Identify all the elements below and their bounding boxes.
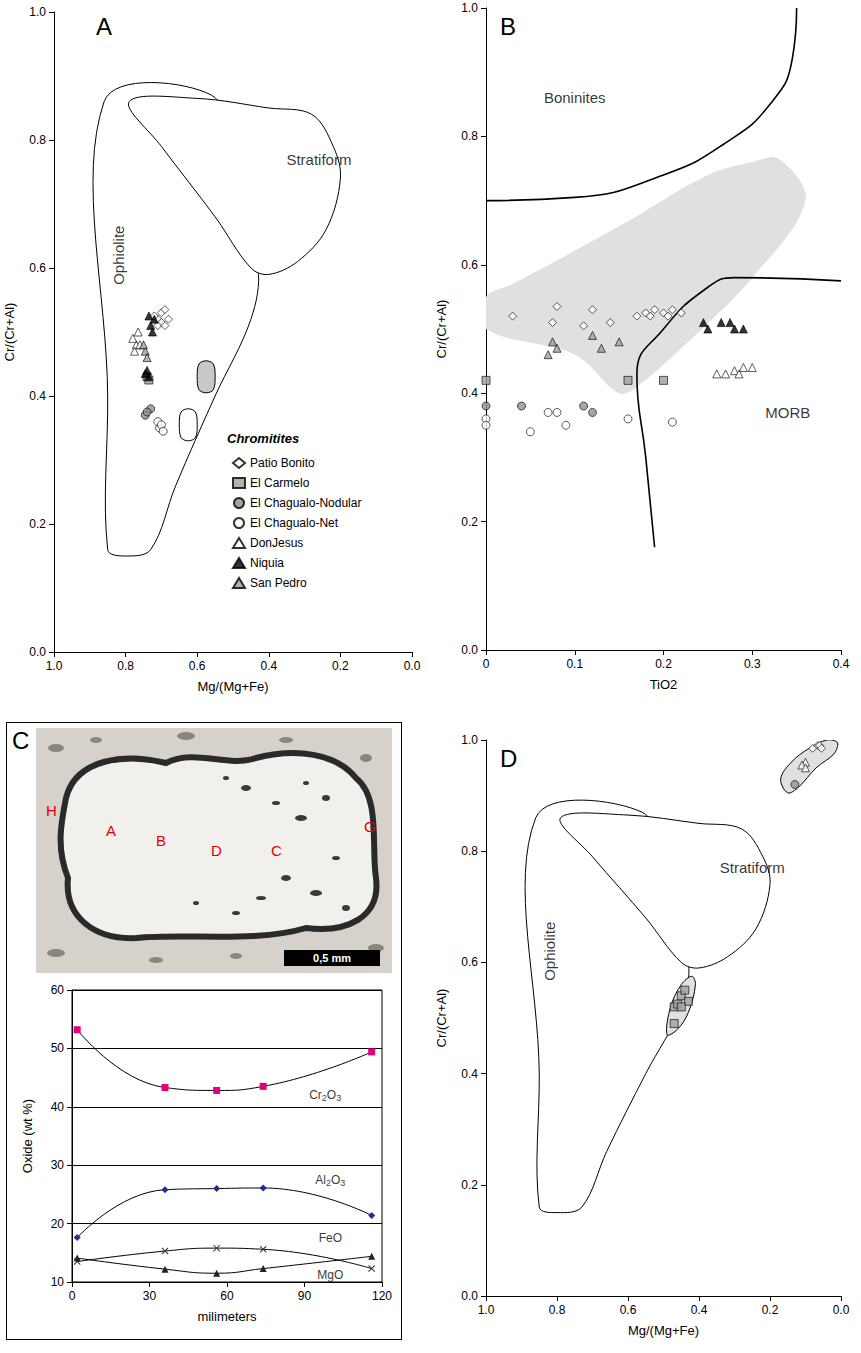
- svg-text:Mg/(Mg+Fe): Mg/(Mg+Fe): [197, 679, 268, 694]
- svg-text:1.0: 1.0: [461, 733, 478, 747]
- svg-text:Niquia: Niquia: [250, 556, 284, 570]
- svg-text:O: O: [327, 1088, 336, 1102]
- svg-text:Ophiolite: Ophiolite: [541, 922, 558, 981]
- svg-text:0.2: 0.2: [461, 515, 478, 529]
- svg-text:0.4: 0.4: [833, 657, 850, 671]
- svg-text:MgO: MgO: [317, 1268, 343, 1282]
- svg-text:90: 90: [298, 1289, 312, 1303]
- svg-text:0.0: 0.0: [29, 645, 46, 659]
- svg-text:2: 2: [321, 1093, 327, 1104]
- svg-text:0.3: 0.3: [744, 657, 761, 671]
- svg-text:60: 60: [220, 1289, 234, 1303]
- svg-text:FeO: FeO: [319, 1231, 342, 1245]
- svg-text:0.4: 0.4: [461, 1067, 478, 1081]
- svg-text:Oxide (wt %): Oxide (wt %): [20, 1099, 35, 1173]
- svg-text:Stratiform: Stratiform: [720, 859, 785, 876]
- svg-text:A: A: [106, 822, 116, 839]
- svg-text:El Chagualo-Nodular: El Chagualo-Nodular: [250, 496, 361, 510]
- svg-text:0,5 mm: 0,5 mm: [313, 952, 351, 964]
- svg-text:1.0: 1.0: [478, 1303, 495, 1317]
- svg-text:0.8: 0.8: [461, 129, 478, 143]
- svg-text:2: 2: [326, 1177, 331, 1188]
- svg-text:0.2: 0.2: [29, 517, 46, 531]
- svg-text:D: D: [211, 842, 222, 859]
- svg-text:0.0: 0.0: [461, 1289, 478, 1303]
- svg-text:0.8: 0.8: [117, 659, 134, 673]
- svg-text:0: 0: [69, 1289, 76, 1303]
- svg-text:0.8: 0.8: [29, 133, 46, 147]
- svg-text:0.6: 0.6: [620, 1303, 637, 1317]
- svg-text:0.2: 0.2: [461, 1178, 478, 1192]
- svg-text:Cr/(Cr+Al): Cr/(Cr+Al): [434, 300, 449, 359]
- svg-text:DonJesus: DonJesus: [250, 536, 303, 550]
- svg-text:0.4: 0.4: [461, 386, 478, 400]
- svg-text:0.4: 0.4: [260, 659, 277, 673]
- svg-text:Mg/(Mg+Fe): Mg/(Mg+Fe): [628, 1323, 699, 1338]
- svg-text:60: 60: [51, 983, 65, 997]
- svg-text:20: 20: [51, 1217, 65, 1231]
- svg-text:Al: Al: [315, 1173, 326, 1187]
- svg-text:Cr/(Cr+Al): Cr/(Cr+Al): [2, 303, 17, 362]
- svg-text:G: G: [364, 818, 376, 835]
- svg-text:C: C: [12, 727, 29, 754]
- svg-text:D: D: [500, 745, 517, 772]
- svg-text:TiO2: TiO2: [650, 677, 678, 692]
- svg-text:3: 3: [336, 1093, 341, 1103]
- svg-text:El Carmelo: El Carmelo: [250, 476, 310, 490]
- svg-text:1.0: 1.0: [29, 5, 46, 19]
- svg-text:0.6: 0.6: [189, 659, 206, 673]
- svg-text:0.2: 0.2: [655, 657, 672, 671]
- svg-text:0.6: 0.6: [29, 261, 46, 275]
- svg-text:0.1: 0.1: [566, 657, 583, 671]
- svg-text:40: 40: [51, 1100, 65, 1114]
- svg-text:Ophiolite: Ophiolite: [110, 226, 127, 285]
- svg-text:0: 0: [483, 657, 490, 671]
- svg-text:El Chagualo-Net: El Chagualo-Net: [250, 516, 339, 530]
- svg-text:30: 30: [143, 1289, 157, 1303]
- svg-text:C: C: [271, 842, 282, 859]
- svg-text:0.0: 0.0: [833, 1303, 850, 1317]
- svg-text:1.0: 1.0: [46, 659, 63, 673]
- svg-text:0.2: 0.2: [762, 1303, 779, 1317]
- svg-text:0.8: 0.8: [461, 844, 478, 858]
- svg-text:Cr: Cr: [309, 1088, 322, 1102]
- svg-text:30: 30: [51, 1158, 65, 1172]
- svg-text:1.0: 1.0: [461, 1, 478, 15]
- svg-text:H: H: [46, 802, 57, 819]
- svg-text:0.8: 0.8: [549, 1303, 566, 1317]
- svg-text:Stratiform: Stratiform: [286, 151, 351, 168]
- svg-text:MORB: MORB: [765, 404, 810, 421]
- svg-text:0.4: 0.4: [691, 1303, 708, 1317]
- svg-text:120: 120: [372, 1289, 392, 1303]
- svg-text:0.6: 0.6: [461, 258, 478, 272]
- svg-text:Boninites: Boninites: [544, 89, 606, 106]
- svg-text:0.2: 0.2: [332, 659, 349, 673]
- svg-text:Patio Bonito: Patio Bonito: [250, 456, 315, 470]
- svg-text:10: 10: [51, 1275, 65, 1289]
- svg-text:B: B: [500, 13, 516, 40]
- svg-text:milimeters: milimeters: [197, 1309, 257, 1324]
- svg-text:A: A: [96, 13, 112, 40]
- svg-text:3: 3: [340, 1178, 345, 1188]
- svg-text:0.4: 0.4: [29, 389, 46, 403]
- svg-text:0.6: 0.6: [461, 955, 478, 969]
- svg-text:50: 50: [51, 1041, 65, 1055]
- svg-text:0.0: 0.0: [404, 659, 421, 673]
- svg-text:San Pedro: San Pedro: [250, 576, 307, 590]
- svg-text:Chromitites: Chromitites: [227, 431, 299, 446]
- svg-text:O: O: [331, 1173, 340, 1187]
- svg-text:Cr/(Cr+Al): Cr/(Cr+Al): [434, 989, 449, 1048]
- svg-text:B: B: [156, 832, 166, 849]
- svg-text:0.0: 0.0: [461, 643, 478, 657]
